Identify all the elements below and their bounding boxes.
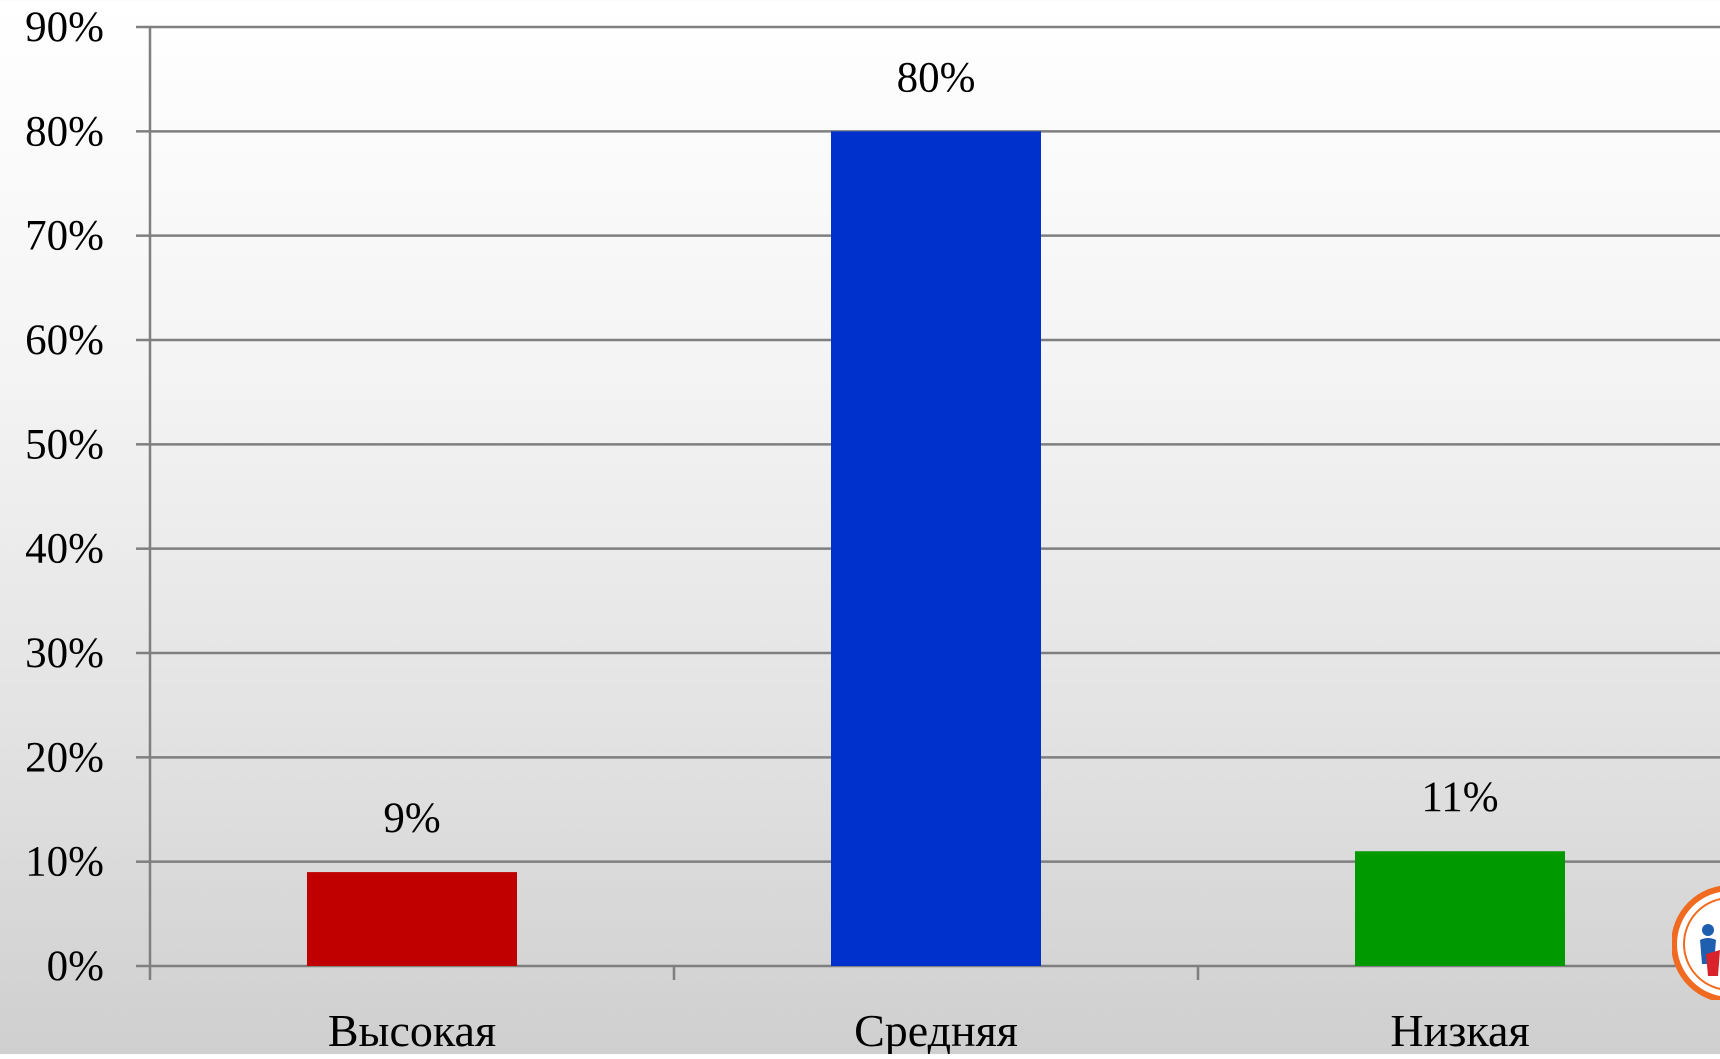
data-label: 11% <box>1421 774 1498 821</box>
bar-3 <box>1355 851 1565 966</box>
bar-1 <box>307 872 517 966</box>
y-tick-label: 40% <box>25 526 104 573</box>
y-tick-label: 60% <box>25 317 104 364</box>
y-tick-label: 30% <box>25 630 104 677</box>
x-category-label: Низкая <box>1390 1005 1529 1054</box>
y-tick-label: 50% <box>25 421 104 468</box>
y-tick-label: 20% <box>25 734 104 781</box>
y-tick-label: 0% <box>47 943 104 990</box>
data-label: 80% <box>897 54 976 101</box>
logo-icon <box>1672 885 1720 1000</box>
y-tick-label: 80% <box>25 108 104 155</box>
bar-2 <box>831 131 1041 967</box>
y-tick-label: 10% <box>25 839 104 886</box>
x-category-label: Средняя <box>854 1005 1018 1054</box>
x-category-label: Высокая <box>328 1005 496 1054</box>
y-tick-label: 90% <box>25 4 104 51</box>
y-tick-label: 70% <box>25 213 104 260</box>
data-label: 9% <box>383 795 440 842</box>
